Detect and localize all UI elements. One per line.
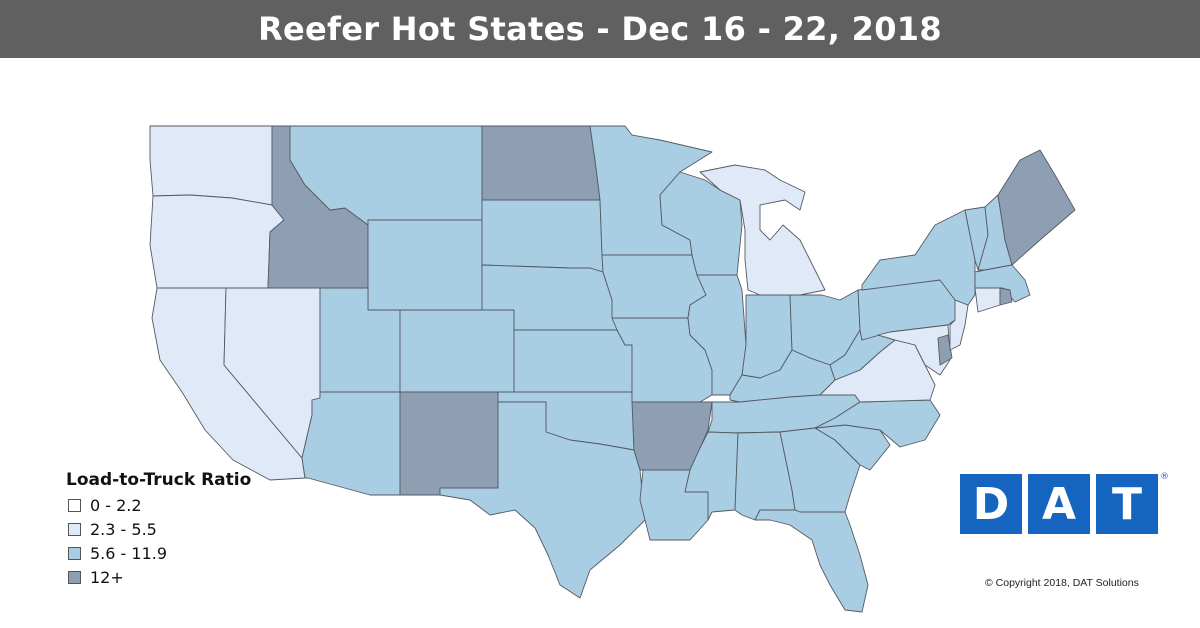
legend-title: Load-to-Truck Ratio xyxy=(66,470,252,490)
legend-label: 5.6 - 11.9 xyxy=(90,543,168,563)
state-DE xyxy=(937,334,953,366)
registered-mark: ® xyxy=(1160,472,1169,482)
legend-label: 2.3 - 5.5 xyxy=(90,519,157,539)
state-CT xyxy=(974,287,1001,313)
legend-swatch xyxy=(68,570,81,584)
state-WY xyxy=(367,219,483,311)
legend-item: 5.6 - 11.9 xyxy=(66,541,251,565)
legend-swatch xyxy=(68,546,81,560)
copyright-text: © Copyright 2018, DAT Solutions xyxy=(985,577,1139,589)
state-RI xyxy=(999,287,1013,306)
state-KS xyxy=(513,329,633,393)
state-SD xyxy=(481,199,604,273)
state-OR xyxy=(149,194,285,289)
title-bar: Reefer Hot States - Dec 16 - 22, 2018 xyxy=(0,0,1200,58)
state-TX xyxy=(439,401,646,599)
state-NM xyxy=(399,391,499,496)
legend-item: 12+ xyxy=(66,565,251,589)
logo-letter: T xyxy=(1096,474,1158,534)
logo-letter: A xyxy=(1028,474,1090,534)
legend-label: 12+ xyxy=(90,567,124,587)
legend-item: 2.3 - 5.5 xyxy=(66,517,251,541)
map-title: Reefer Hot States - Dec 16 - 22, 2018 xyxy=(258,10,942,48)
state-IL xyxy=(687,274,747,396)
legend-swatch xyxy=(68,498,81,512)
state-MI xyxy=(699,164,826,296)
state-FL xyxy=(754,509,869,613)
state-ND xyxy=(481,125,601,201)
state-NJ xyxy=(949,299,969,351)
legend: Load-to-Truck Ratio 0 - 2.2 2.3 - 5.5 5.… xyxy=(66,470,251,589)
legend-swatch xyxy=(68,522,81,536)
dat-logo: D A T xyxy=(960,474,1158,534)
state-MD xyxy=(877,324,951,376)
state-AZ xyxy=(301,391,401,496)
legend-label: 0 - 2.2 xyxy=(90,495,142,515)
state-CO xyxy=(399,309,515,393)
state-WA xyxy=(149,125,273,206)
legend-item: 0 - 2.2 xyxy=(66,493,251,517)
logo-letter: D xyxy=(960,474,1022,534)
us-map xyxy=(149,125,1076,613)
state-ME xyxy=(997,149,1076,266)
